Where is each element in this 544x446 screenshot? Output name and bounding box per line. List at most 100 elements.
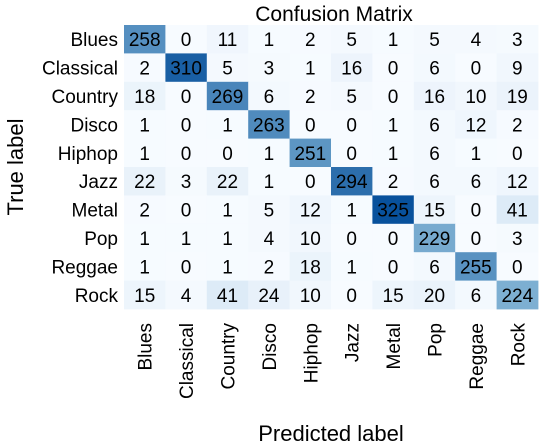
heatmap-cell	[206, 167, 249, 196]
heatmap-cell	[165, 280, 208, 310]
heatmap-cell	[289, 223, 332, 253]
cell-value-label: 0	[512, 144, 523, 165]
cell-value-label: 10	[300, 229, 321, 250]
heatmap-cell	[413, 223, 456, 253]
cell-value-label: 1	[305, 59, 316, 80]
heatmap-cell	[455, 110, 497, 139]
heatmap-cell	[206, 53, 249, 83]
heatmap-cell	[413, 81, 456, 111]
heatmap-cell	[455, 53, 497, 83]
heatmap-cell	[372, 110, 415, 139]
y-tick-labels: Blues Classical Country Disco Hiphop Jazz Meta…	[42, 30, 119, 307]
heatmap-cell	[496, 53, 539, 83]
heatmap-cell	[455, 167, 497, 196]
cell-value-label: 2	[512, 115, 523, 136]
heatmap-cell	[289, 167, 332, 196]
heatmap-cell	[248, 138, 290, 168]
cell-value-label: 18	[134, 87, 155, 108]
cell-value-label: 6	[264, 87, 275, 108]
cell-value-label: 12	[507, 172, 528, 193]
cell-value-label: 3	[181, 172, 192, 193]
heatmap-cell	[165, 138, 208, 168]
cell-value-label: 0	[181, 201, 192, 222]
heatmap-cell	[206, 252, 249, 281]
cell-value-label: 16	[424, 87, 445, 108]
cell-value-label: 5	[429, 30, 440, 51]
cell-value-label: 0	[181, 144, 192, 165]
heatmap-cell	[165, 81, 208, 111]
y-tick-label: Rock	[75, 286, 119, 307]
heatmap-cell	[455, 252, 497, 281]
heatmap-cell	[413, 195, 456, 225]
heatmap-cell	[124, 252, 166, 281]
cell-value-label: 2	[264, 257, 275, 278]
cell-value-label: 15	[134, 286, 155, 307]
heatmap-cell	[289, 280, 332, 310]
heatmap-cell	[124, 110, 166, 139]
y-tick-label: Metal	[72, 201, 118, 222]
heatmap-cell	[455, 223, 497, 253]
cell-value-label: 0	[471, 59, 482, 80]
cell-value-label: 5	[264, 201, 275, 222]
cell-value-label: 0	[181, 115, 192, 136]
cell-value-label: 1	[388, 30, 399, 51]
heatmap-cell	[248, 25, 290, 54]
cell-value-label: 4	[471, 30, 482, 51]
cell-value-label: 15	[424, 201, 445, 222]
cell-value-label: 0	[388, 257, 399, 278]
x-axis-label: Predicted label	[258, 421, 404, 446]
cell-value-label: 0	[181, 257, 192, 278]
cell-value-label: 1	[264, 30, 275, 51]
y-tick-label: Classical	[42, 59, 118, 80]
heatmap-cell	[289, 81, 332, 111]
cell-value-label: 2	[305, 30, 316, 51]
heatmap-cell	[165, 53, 208, 83]
cell-value-label: 1	[139, 257, 150, 278]
cell-value-label: 3	[264, 59, 275, 80]
heatmap-cell	[206, 195, 249, 225]
cell-value-label: 5	[222, 59, 233, 80]
heatmap-cell	[248, 167, 290, 196]
heatmap-cell	[496, 138, 539, 168]
heatmap-cell	[206, 81, 249, 111]
heatmap-cell	[248, 223, 290, 253]
cell-value-label: 11	[218, 30, 238, 51]
cell-value-label: 6	[429, 172, 440, 193]
heatmap-cell	[248, 110, 290, 139]
x-tick-label: Pop	[426, 323, 447, 357]
cell-value-label: 2	[139, 59, 150, 80]
cell-value-label: 15	[383, 286, 404, 307]
cell-value-label: 0	[346, 286, 357, 307]
heatmap-cell	[372, 53, 415, 83]
heatmap-cell	[372, 138, 415, 168]
cell-value-label: 6	[429, 59, 440, 80]
cell-value-label: 1	[222, 257, 233, 278]
y-tick-label: Disco	[70, 115, 118, 136]
cell-value-label: 255	[460, 257, 492, 278]
x-tick-labels: Blues Classical Country Disco Hiphop Jazz Meta…	[136, 323, 530, 400]
cell-value-label: 1	[139, 229, 150, 250]
heatmap-cell	[496, 25, 539, 54]
x-tick-label: Jazz	[343, 323, 364, 362]
cell-value-label: 224	[501, 286, 533, 307]
y-tick-label: Pop	[84, 229, 118, 250]
cell-value-label: 6	[429, 257, 440, 278]
cell-value-label: 1	[222, 229, 233, 250]
cell-value-label: 0	[346, 144, 357, 165]
cell-value-label: 0	[305, 172, 316, 193]
heatmap-cell	[496, 280, 539, 310]
heatmap-cell	[331, 280, 373, 310]
heatmap-cell	[165, 167, 208, 196]
heatmap-cell	[248, 252, 290, 281]
y-axis-label: True label	[3, 118, 28, 215]
cell-value-label: 0	[346, 229, 357, 250]
heatmap-cell	[289, 25, 332, 54]
cell-value-label: 4	[264, 229, 275, 250]
heatmap-cell	[206, 280, 249, 310]
heatmap-cell	[206, 110, 249, 139]
heatmap-cells	[124, 25, 539, 310]
y-tick-label: Reggae	[51, 257, 118, 278]
cell-value-label: 1	[222, 115, 233, 136]
cell-value-label: 6	[471, 172, 482, 193]
heatmap-cell	[496, 223, 539, 253]
